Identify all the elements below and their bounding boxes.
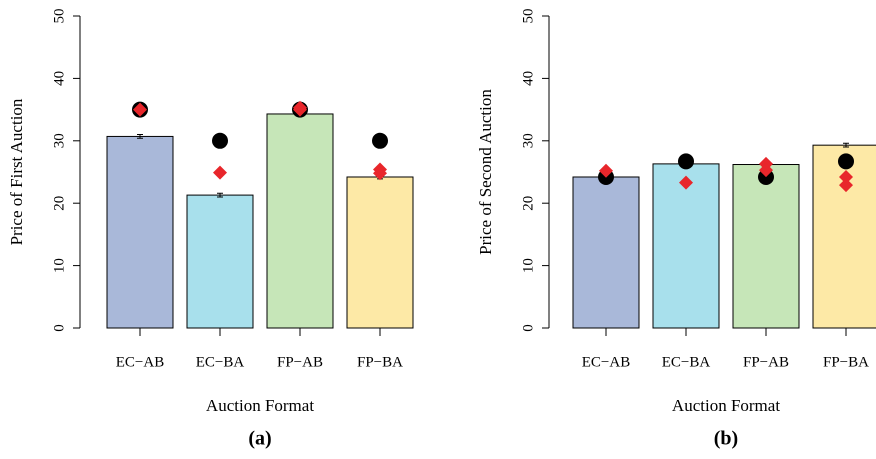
x-tick-label: EC−BA <box>196 354 245 370</box>
y-tick-label: 20 <box>51 196 67 211</box>
bar <box>346 176 414 329</box>
x-tick-label: FP−AB <box>277 354 323 370</box>
circle-point <box>372 132 388 149</box>
x-axis-label: Auction Format <box>672 396 780 415</box>
error-bar <box>217 192 223 198</box>
y-tick-label: 20 <box>520 196 536 211</box>
circle-point <box>678 153 694 170</box>
diamond-point <box>213 165 227 180</box>
x-tick-label: EC−AB <box>116 354 164 370</box>
bar <box>106 135 174 329</box>
y-tick-label: 10 <box>51 258 67 273</box>
error-bar <box>843 142 849 148</box>
y-tick-label: 40 <box>51 71 67 86</box>
x-tick-label: EC−AB <box>582 354 630 370</box>
y-tick-label: 40 <box>520 71 536 86</box>
diamond-point <box>133 102 147 117</box>
circle-point <box>212 132 228 149</box>
bar <box>652 163 720 329</box>
y-tick-label: 50 <box>51 9 67 24</box>
circle-point <box>838 153 854 170</box>
diamond-point <box>839 178 853 193</box>
y-axis-label: Price of First Auction <box>7 98 26 245</box>
diamond-point <box>599 163 613 178</box>
diamond-point <box>759 163 773 178</box>
x-tick-label: EC−BA <box>662 354 711 370</box>
chart-title: (a) <box>248 428 271 450</box>
x-axis-label: Auction Format <box>206 396 314 415</box>
bar <box>572 176 640 329</box>
y-tick-label: 30 <box>520 133 536 148</box>
diamond-point <box>839 169 853 184</box>
chart-title: (b) <box>714 428 738 450</box>
y-tick-label: 0 <box>520 324 536 332</box>
diamond-point <box>373 166 387 181</box>
diamond-point <box>679 175 693 190</box>
bar <box>266 113 334 329</box>
x-tick-label: FP−AB <box>743 354 789 370</box>
bar <box>186 194 254 329</box>
error-bar <box>137 134 143 139</box>
y-axis-label: Price of Second Auction <box>476 89 495 255</box>
y-tick-label: 30 <box>51 133 67 148</box>
y-tick-label: 50 <box>520 9 536 24</box>
diamond-point <box>293 102 307 117</box>
y-tick-label: 0 <box>51 324 67 332</box>
y-tick-label: 10 <box>520 258 536 273</box>
x-tick-label: FP−BA <box>823 354 869 370</box>
x-tick-label: FP−BA <box>357 354 403 370</box>
bar <box>732 164 800 329</box>
